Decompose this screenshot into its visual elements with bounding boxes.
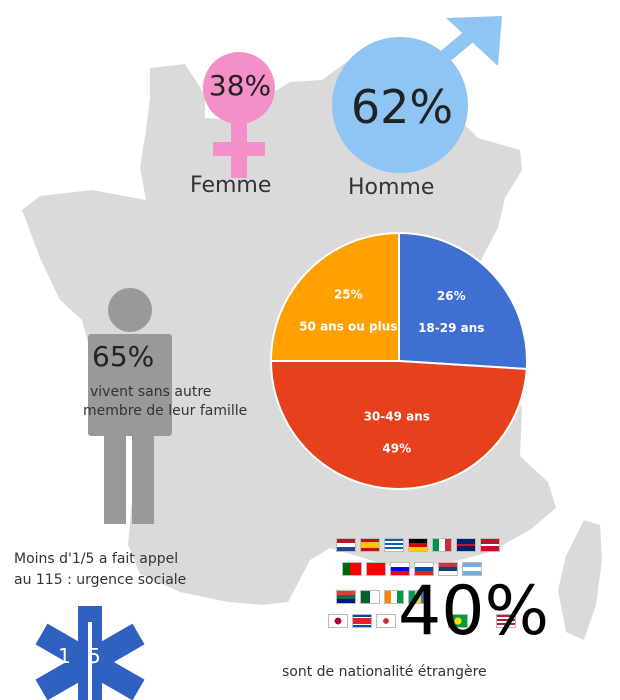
flag-icon bbox=[432, 538, 452, 552]
alone-text-line2: membre de leur famille bbox=[83, 403, 248, 419]
flag-icon bbox=[366, 562, 386, 576]
pie-slice-label: 50 ans ou plus bbox=[299, 319, 397, 333]
male-symbol-icon bbox=[332, 16, 502, 173]
female-symbol-icon bbox=[203, 52, 275, 178]
foreign-caption: sont de nationalité étrangère bbox=[282, 664, 487, 680]
pie-slice bbox=[398, 231, 528, 371]
flag-icon bbox=[342, 562, 362, 576]
flag-icon bbox=[376, 614, 396, 628]
flag-icon bbox=[360, 538, 380, 552]
flag-icon bbox=[480, 538, 500, 552]
pie-slice-label: 30-49 ans bbox=[364, 410, 430, 424]
emergency-text-line2: au 115 : urgence sociale bbox=[14, 572, 187, 588]
flag-icon bbox=[336, 538, 356, 552]
pie-slice-label: 49% bbox=[382, 442, 411, 456]
flag-icon bbox=[414, 562, 434, 576]
male-percent: 62% bbox=[350, 80, 454, 134]
age-pie-chart: 26% 18-29 ans 30-49 ans 49% 25% 50 ans ou plu… bbox=[269, 231, 528, 490]
male-label: Homme bbox=[348, 175, 435, 200]
star-of-life-icon bbox=[35, 606, 145, 700]
flag-icon bbox=[496, 614, 516, 628]
pie-slice bbox=[269, 231, 400, 362]
flag-icon bbox=[448, 614, 468, 628]
flag-icon bbox=[408, 538, 428, 552]
flag-icon bbox=[328, 614, 348, 628]
emergency-text-line1: Moins d'1/5 a fait appel bbox=[14, 551, 179, 567]
flag-icon bbox=[390, 562, 410, 576]
pie-slice-label: 26% bbox=[437, 289, 466, 303]
pie-slice-label: 18-29 ans bbox=[418, 321, 484, 335]
flag-icon bbox=[462, 562, 482, 576]
flag-icon bbox=[384, 538, 404, 552]
alone-text-line1: vivent sans autre bbox=[90, 384, 212, 400]
flag-icon bbox=[336, 590, 356, 604]
alone-percent: 65% bbox=[92, 340, 155, 373]
pie-slice bbox=[269, 360, 528, 490]
foreign-percent: 40% bbox=[398, 572, 550, 651]
flag-icon bbox=[384, 590, 404, 604]
person-icon bbox=[88, 288, 172, 524]
pie-slice-label: 25% bbox=[334, 287, 363, 301]
female-percent: 38% bbox=[208, 69, 272, 102]
star-text-left: 1 bbox=[58, 644, 71, 668]
flag-icon bbox=[456, 538, 476, 552]
flag-icon bbox=[360, 590, 380, 604]
corsica-shape bbox=[558, 520, 602, 640]
flag-icon bbox=[438, 562, 458, 576]
flag-icon bbox=[408, 590, 428, 604]
flag-icon bbox=[352, 614, 372, 628]
female-label: Femme bbox=[190, 173, 272, 198]
star-text-right: 5 bbox=[88, 644, 101, 668]
